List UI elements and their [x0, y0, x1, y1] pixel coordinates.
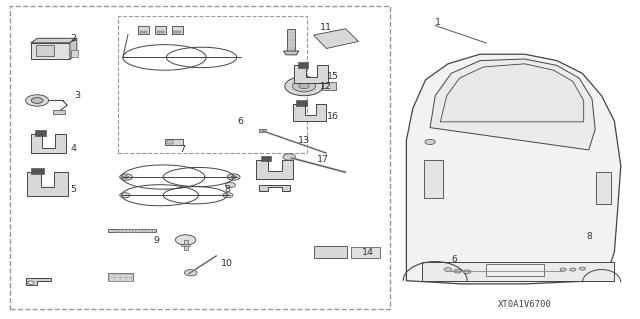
Polygon shape	[31, 38, 77, 43]
Polygon shape	[406, 54, 621, 284]
Text: 4: 4	[70, 144, 77, 153]
Text: 5: 5	[70, 185, 77, 194]
Polygon shape	[27, 172, 68, 196]
Bar	[314, 246, 347, 258]
Text: 6: 6	[237, 117, 243, 126]
Circle shape	[570, 268, 576, 271]
Circle shape	[463, 270, 471, 274]
Bar	[36, 45, 54, 56]
Circle shape	[283, 154, 296, 160]
Circle shape	[120, 193, 130, 198]
Circle shape	[444, 268, 452, 271]
Circle shape	[454, 269, 461, 273]
Circle shape	[31, 98, 43, 103]
Bar	[108, 273, 133, 281]
Polygon shape	[70, 38, 77, 59]
Bar	[35, 130, 46, 136]
Bar	[165, 139, 183, 145]
Text: 16: 16	[327, 112, 339, 121]
Circle shape	[285, 77, 323, 96]
Bar	[298, 62, 308, 68]
Bar	[10, 6, 390, 309]
Bar	[138, 26, 149, 34]
Bar	[181, 244, 190, 246]
Bar	[53, 110, 65, 114]
Circle shape	[184, 270, 197, 276]
Text: 17: 17	[317, 155, 329, 164]
Bar	[424, 160, 443, 198]
Polygon shape	[256, 160, 293, 179]
Text: XT0A1V6700: XT0A1V6700	[498, 300, 552, 309]
Circle shape	[175, 235, 196, 245]
Text: 6: 6	[452, 256, 457, 264]
Polygon shape	[294, 65, 328, 83]
Bar	[184, 240, 188, 250]
Bar	[486, 264, 544, 276]
Circle shape	[579, 267, 586, 270]
Text: 15: 15	[327, 72, 339, 81]
Bar	[144, 31, 147, 33]
Text: 12: 12	[321, 82, 332, 91]
Polygon shape	[284, 51, 299, 55]
Bar	[261, 156, 271, 161]
Bar	[71, 50, 77, 57]
Bar	[140, 31, 143, 33]
Circle shape	[560, 268, 566, 271]
Bar	[167, 140, 173, 144]
Polygon shape	[430, 59, 595, 150]
Bar	[173, 31, 177, 33]
Circle shape	[124, 176, 129, 178]
Circle shape	[225, 182, 236, 188]
Circle shape	[120, 174, 132, 180]
Text: 10: 10	[221, 259, 233, 268]
Bar	[108, 229, 156, 232]
Circle shape	[26, 95, 49, 106]
Circle shape	[227, 174, 240, 180]
Polygon shape	[293, 104, 326, 121]
Polygon shape	[440, 64, 584, 122]
Bar	[172, 26, 183, 34]
Circle shape	[292, 80, 316, 92]
Circle shape	[223, 193, 233, 198]
Text: 8: 8	[586, 232, 591, 241]
Bar	[155, 26, 166, 34]
Polygon shape	[31, 43, 70, 59]
Circle shape	[28, 281, 34, 284]
Bar	[31, 168, 44, 174]
Bar	[161, 31, 164, 33]
Polygon shape	[259, 185, 290, 191]
Bar	[157, 31, 160, 33]
Bar	[287, 29, 295, 51]
Text: 11: 11	[321, 23, 332, 32]
Bar	[259, 129, 266, 132]
Text: 8: 8	[224, 185, 230, 194]
Circle shape	[231, 176, 236, 178]
Bar	[118, 16, 307, 153]
Bar	[178, 31, 181, 33]
Bar	[351, 247, 380, 258]
Polygon shape	[31, 134, 66, 153]
Text: 13: 13	[298, 136, 310, 145]
Circle shape	[425, 139, 435, 145]
Text: 2: 2	[70, 34, 77, 43]
Bar	[109, 229, 115, 232]
Text: 14: 14	[362, 248, 374, 256]
Circle shape	[299, 84, 309, 89]
Text: 3: 3	[74, 91, 80, 100]
Polygon shape	[314, 29, 358, 48]
Bar	[596, 172, 611, 204]
Text: 1: 1	[435, 18, 442, 27]
Bar	[422, 262, 614, 281]
Polygon shape	[26, 278, 51, 285]
Text: 9: 9	[154, 236, 160, 245]
Bar	[322, 82, 336, 90]
Text: 7: 7	[179, 145, 186, 154]
Bar	[296, 100, 307, 106]
